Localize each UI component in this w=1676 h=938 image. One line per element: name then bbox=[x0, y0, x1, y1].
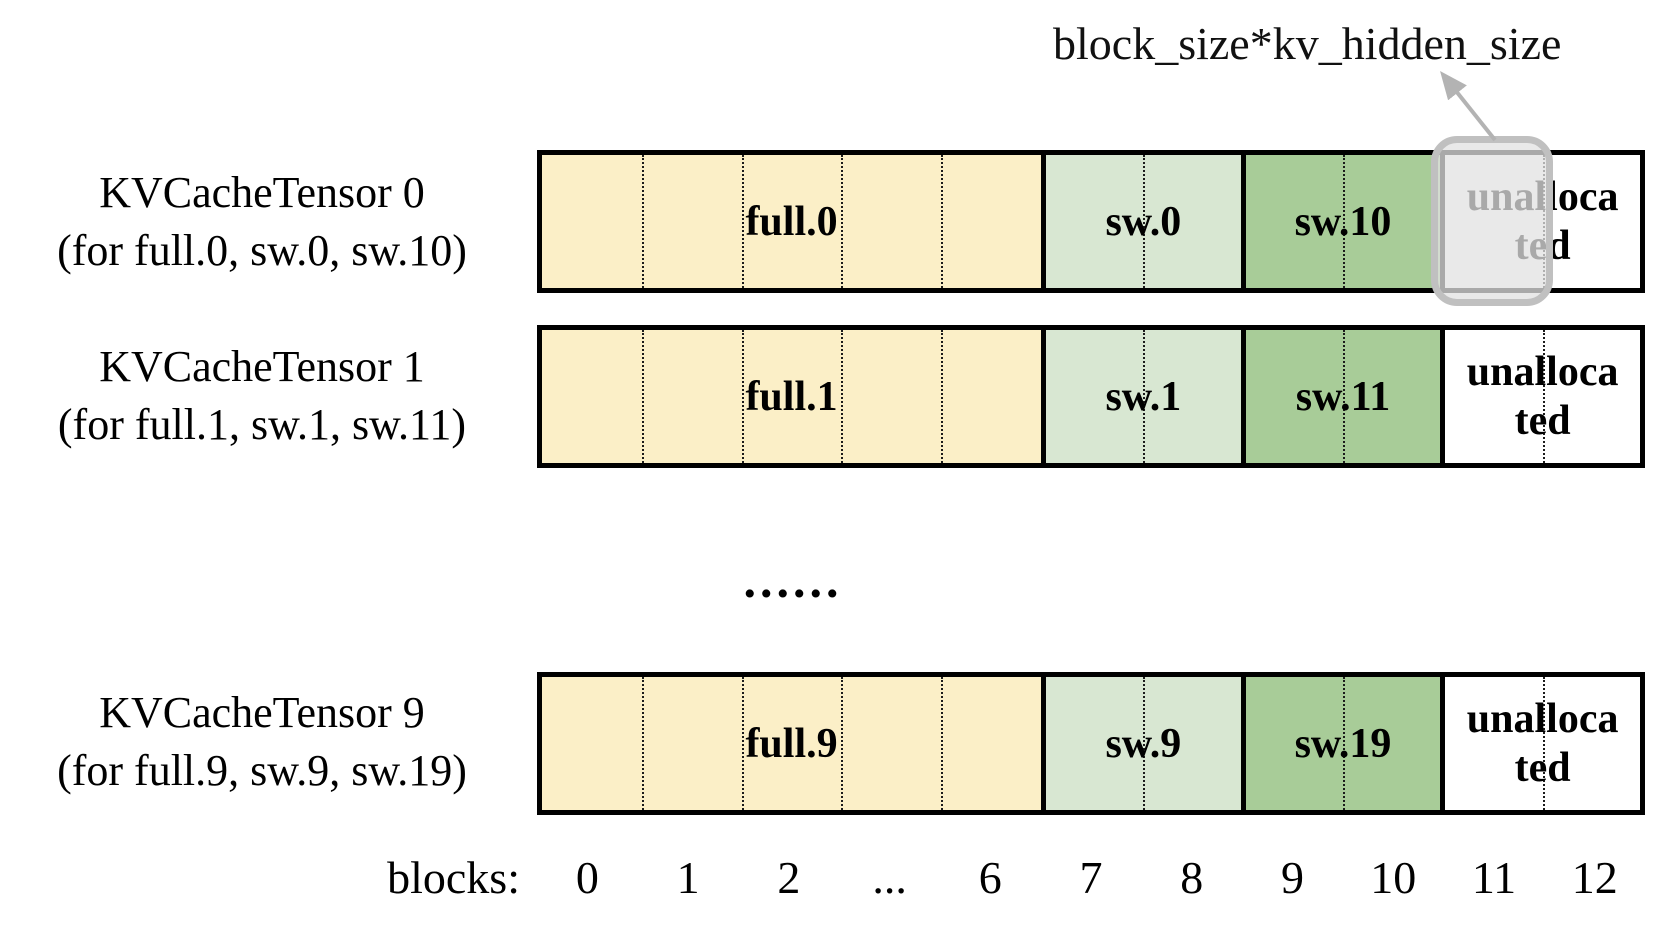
axis-tick-ellipsis: ... bbox=[872, 852, 907, 903]
tensor-0-subtitle: (for full.0, sw.0, sw.10) bbox=[57, 226, 467, 275]
block-divider bbox=[1143, 677, 1146, 810]
segment-sw-19: sw.19 bbox=[1240, 677, 1441, 810]
tensor-1-name: KVCacheTensor 1 bbox=[99, 342, 425, 391]
block-divider bbox=[841, 155, 844, 288]
segment-full-1-label: full.1 bbox=[745, 373, 838, 420]
block-divider bbox=[941, 155, 944, 288]
segment-sw-10-label: sw.10 bbox=[1294, 198, 1392, 245]
row-label-tensor-9: KVCacheTensor 9 (for full.9, sw.9, sw.19… bbox=[12, 684, 512, 800]
axis-tick-0: 0 bbox=[575, 852, 599, 903]
block-divider bbox=[1343, 677, 1346, 810]
segment-full-1: full.1 bbox=[542, 330, 1042, 463]
unallocated-label: unalloca ted bbox=[1467, 348, 1619, 446]
segment-sw-10: sw.10 bbox=[1240, 155, 1441, 288]
block-highlight-box bbox=[1431, 136, 1553, 306]
segment-sw-0: sw.0 bbox=[1041, 155, 1241, 288]
block-divider bbox=[1542, 677, 1545, 810]
row-label-tensor-0: KVCacheTensor 0 (for full.0, sw.0, sw.10… bbox=[12, 164, 512, 280]
axis-tick-11: 11 bbox=[1471, 852, 1517, 903]
annotation-arrow-icon bbox=[1440, 70, 1497, 142]
block-divider bbox=[841, 677, 844, 810]
segment-sw-0-label: sw.0 bbox=[1105, 198, 1182, 245]
block-divider bbox=[1542, 330, 1545, 463]
unallocated-line-1: unalloca bbox=[1466, 695, 1619, 742]
block-divider bbox=[1343, 330, 1346, 463]
segment-full-9: full.9 bbox=[542, 677, 1042, 810]
segment-unallocated-9: unalloca ted bbox=[1440, 677, 1640, 810]
block-divider bbox=[941, 677, 944, 810]
block-divider bbox=[741, 330, 744, 463]
block-divider bbox=[1343, 155, 1346, 288]
unallocated-line-1: unalloca bbox=[1466, 348, 1619, 395]
kv-cache-tensor-1-bar: full.1 sw.1 sw.11 unalloca ted bbox=[537, 325, 1645, 468]
block-size-annotation: block_size*kv_hidden_size bbox=[1053, 18, 1562, 69]
segment-sw-11: sw.11 bbox=[1240, 330, 1441, 463]
block-divider bbox=[741, 155, 744, 288]
rows-ellipsis: ...... bbox=[743, 552, 843, 608]
blocks-axis: 0 1 2 ... 6 7 8 9 10 11 12 bbox=[537, 848, 1645, 908]
unallocated-line-2: ted bbox=[1514, 744, 1571, 791]
segment-sw-9-label: sw.9 bbox=[1105, 720, 1182, 767]
row-label-tensor-1: KVCacheTensor 1 (for full.1, sw.1, sw.11… bbox=[12, 338, 512, 454]
axis-tick-9: 9 bbox=[1281, 852, 1304, 903]
segment-full-0: full.0 bbox=[542, 155, 1042, 288]
segment-full-0-label: full.0 bbox=[745, 198, 838, 245]
unallocated-line-2: ted bbox=[1514, 397, 1571, 444]
segment-sw-1: sw.1 bbox=[1041, 330, 1241, 463]
axis-tick-8: 8 bbox=[1180, 852, 1204, 903]
axis-tick-2: 2 bbox=[777, 852, 801, 903]
block-divider bbox=[1143, 330, 1146, 463]
block-divider bbox=[841, 330, 844, 463]
segment-sw-9: sw.9 bbox=[1041, 677, 1241, 810]
segment-sw-19-label: sw.19 bbox=[1294, 720, 1392, 767]
kv-cache-tensor-9-bar: full.9 sw.9 sw.19 unalloca ted bbox=[537, 672, 1645, 815]
tensor-9-subtitle: (for full.9, sw.9, sw.19) bbox=[57, 746, 467, 795]
blocks-axis-prefix: blocks: bbox=[387, 852, 520, 903]
block-divider bbox=[641, 677, 644, 810]
axis-tick-6: 6 bbox=[978, 852, 1002, 903]
axis-tick-10: 10 bbox=[1370, 852, 1417, 903]
tensor-0-name: KVCacheTensor 0 bbox=[99, 168, 425, 217]
segment-full-9-label: full.9 bbox=[745, 720, 838, 767]
tensor-9-name: KVCacheTensor 9 bbox=[99, 688, 425, 737]
tensor-1-subtitle: (for full.1, sw.1, sw.11) bbox=[57, 400, 467, 449]
axis-tick-7: 7 bbox=[1079, 852, 1103, 903]
block-divider bbox=[741, 677, 744, 810]
axis-tick-1: 1 bbox=[676, 852, 700, 903]
block-divider bbox=[641, 155, 644, 288]
unallocated-label: unalloca ted bbox=[1467, 695, 1619, 793]
block-divider bbox=[1143, 155, 1146, 288]
segment-sw-1-label: sw.1 bbox=[1105, 373, 1182, 420]
block-divider bbox=[641, 330, 644, 463]
segment-sw-11-label: sw.11 bbox=[1295, 373, 1391, 420]
axis-tick-12: 12 bbox=[1571, 852, 1618, 903]
segment-unallocated-1: unalloca ted bbox=[1440, 330, 1640, 463]
block-divider bbox=[941, 330, 944, 463]
